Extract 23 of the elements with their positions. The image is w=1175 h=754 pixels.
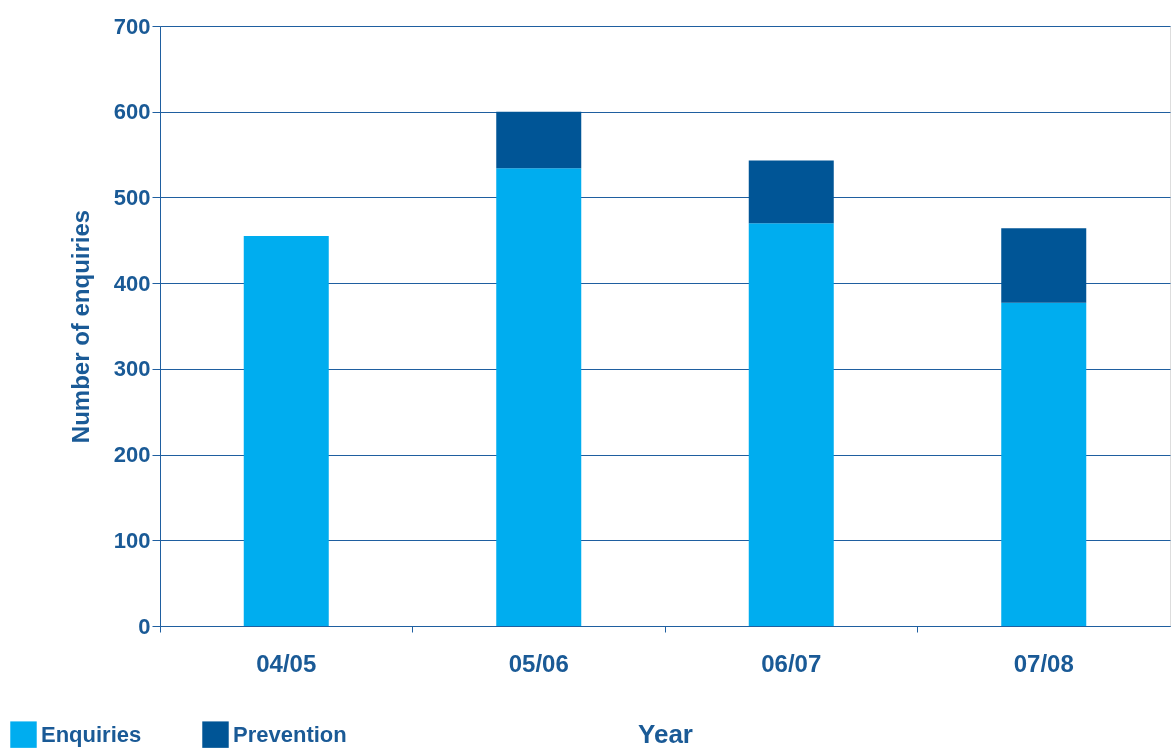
bar (1001, 228, 1087, 303)
y-tick-label: 100 (113, 527, 151, 553)
x-axis-title: Year (638, 718, 693, 749)
y-tick-label: 300 (113, 356, 151, 382)
bar (496, 168, 582, 626)
y-tick-label: 400 (113, 270, 151, 296)
legend-label: Prevention (233, 721, 347, 747)
y-tick-label: 700 (113, 13, 151, 39)
y-tick-label: 200 (113, 442, 151, 468)
bar (748, 160, 834, 224)
bar (496, 111, 582, 169)
bar (748, 223, 834, 626)
bar (243, 236, 329, 626)
x-tick-label: 04/05 (256, 649, 317, 677)
y-tick-label: 0 (138, 613, 151, 639)
y-axis-title: Number of enquiries (66, 209, 94, 444)
x-tick-label: 05/06 (508, 649, 569, 677)
y-tick-label: 500 (113, 184, 151, 210)
x-tick-label: 06/07 (761, 649, 822, 677)
bar (1001, 302, 1087, 626)
x-tick-label: 07/08 (1013, 649, 1074, 677)
legend-label: Enquiries (41, 721, 142, 747)
y-tick-label: 600 (113, 99, 151, 125)
